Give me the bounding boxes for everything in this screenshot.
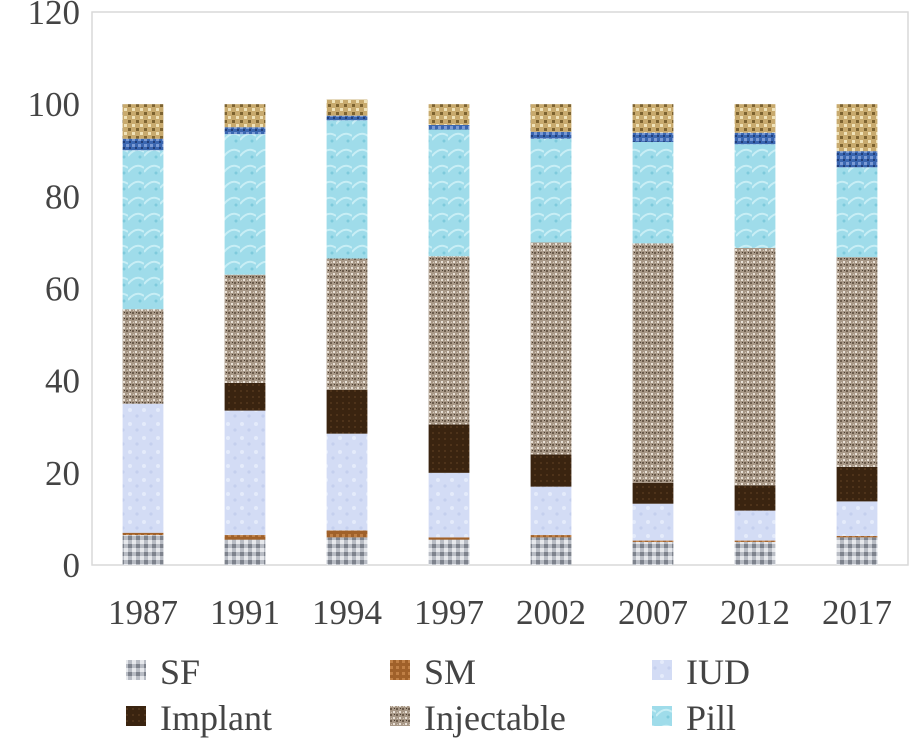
- bar-segment: [836, 537, 878, 565]
- y-tick-label: 40: [45, 362, 80, 401]
- legend-swatch-sf: [126, 660, 146, 680]
- legend-label-sf: SF: [160, 652, 200, 692]
- legend-swatch-pill: [652, 706, 672, 726]
- x-tick-label: 1994: [312, 593, 382, 632]
- bar-segment: [836, 501, 878, 536]
- bar-segment: [428, 539, 470, 565]
- y-tick-label: 120: [28, 0, 81, 32]
- bar-segment: [122, 532, 164, 536]
- bar-segment: [428, 424, 470, 473]
- bar-segment: [326, 120, 368, 259]
- bar-segment: [734, 510, 776, 541]
- bar-segment: [326, 99, 368, 116]
- bar-segment: [530, 454, 572, 487]
- y-tick-label: 100: [28, 85, 81, 124]
- bar-segment: [734, 144, 776, 248]
- y-tick-label: 80: [45, 177, 80, 216]
- bar-segment: [530, 535, 572, 538]
- bar-segment: [530, 537, 572, 565]
- x-tick-label: 2012: [720, 593, 790, 632]
- bar-segment: [632, 132, 674, 142]
- bar-segment: [224, 410, 266, 536]
- bar-segment: [224, 535, 266, 540]
- bar-segment: [224, 382, 266, 411]
- x-tick-label: 2002: [516, 593, 586, 632]
- bar-segment: [428, 124, 470, 130]
- legend: SF SM IUD Implant Injectable Pill: [126, 652, 750, 738]
- bar-segment: [734, 247, 776, 486]
- y-tick-label: 20: [45, 454, 80, 493]
- bar-segment: [632, 482, 674, 504]
- bar-segment: [326, 537, 368, 565]
- bar-segment: [530, 242, 572, 455]
- bar-segment: [836, 466, 878, 502]
- bar-segment: [428, 104, 470, 125]
- bar-segment: [530, 104, 572, 132]
- bar-segment: [836, 104, 878, 152]
- bar-segment: [530, 138, 572, 243]
- bar-segment: [122, 535, 164, 565]
- bar-segment: [734, 132, 776, 145]
- bar-segment: [428, 537, 470, 540]
- bar-segment: [632, 503, 674, 541]
- y-tick-label: 0: [63, 546, 81, 585]
- bar-segment: [428, 129, 470, 257]
- legend-swatch-injectable: [390, 706, 410, 726]
- bar-segment: [632, 104, 674, 133]
- bars: [122, 99, 878, 565]
- bar-segment: [224, 127, 266, 135]
- x-tick-label: 2007: [618, 593, 688, 632]
- x-tick-label: 2017: [822, 593, 892, 632]
- bar-segment: [326, 115, 368, 121]
- y-axis-tick-labels: 0 20 40 60 80 100 120: [28, 0, 81, 585]
- bar-segment: [734, 485, 776, 511]
- bar-segment: [632, 243, 674, 483]
- bar-segment: [122, 309, 164, 404]
- bar-segment: [224, 134, 266, 275]
- legend-label-sm: SM: [424, 652, 476, 692]
- bar-segment: [530, 486, 572, 536]
- bar-segment: [428, 472, 470, 538]
- bar-segment: [122, 104, 164, 139]
- legend-swatch-sm: [390, 660, 410, 680]
- bar-segment: [224, 104, 266, 128]
- bar-segment: [734, 541, 776, 565]
- bar-segment: [734, 540, 776, 542]
- plot-area: [91, 11, 909, 566]
- bar-segment: [734, 104, 776, 133]
- bar-segment: [224, 274, 266, 383]
- x-tick-label: 1991: [210, 593, 280, 632]
- bar-segment: [122, 150, 164, 310]
- bar-segment: [122, 403, 164, 533]
- bar-segment: [632, 141, 674, 244]
- bar-segment: [836, 257, 878, 467]
- bar-segment: [632, 540, 674, 542]
- bar-segment: [836, 151, 878, 168]
- bar-segment: [326, 389, 368, 434]
- legend-label-injectable: Injectable: [424, 698, 566, 738]
- legend-label-pill: Pill: [686, 698, 736, 738]
- legend-swatch-implant: [126, 706, 146, 726]
- legend-swatch-iud: [652, 660, 672, 680]
- bar-segment: [530, 131, 572, 139]
- legend-label-implant: Implant: [160, 698, 272, 738]
- bar-segment: [632, 541, 674, 565]
- bar-segment: [836, 535, 878, 538]
- x-axis-tick-labels: 1987 1991 1994 1997 2002 2007 2012 2017: [108, 593, 892, 632]
- bar-segment: [836, 167, 878, 258]
- bar-segment: [326, 433, 368, 531]
- bar-segment: [326, 258, 368, 390]
- legend-label-iud: IUD: [686, 652, 750, 692]
- bar-segment: [428, 256, 470, 425]
- x-tick-label: 1987: [108, 593, 178, 632]
- bar-segment: [122, 138, 164, 151]
- x-tick-label: 1997: [414, 593, 484, 632]
- bar-segment: [326, 530, 368, 538]
- y-tick-label: 60: [45, 270, 80, 309]
- bar-segment: [224, 539, 266, 565]
